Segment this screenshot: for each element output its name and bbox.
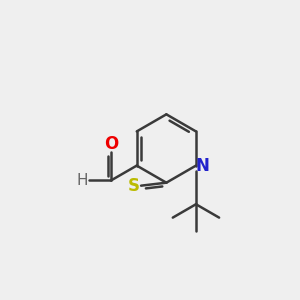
Text: N: N: [196, 157, 209, 175]
Text: S: S: [128, 177, 140, 195]
Text: O: O: [104, 135, 118, 153]
Text: H: H: [76, 173, 88, 188]
